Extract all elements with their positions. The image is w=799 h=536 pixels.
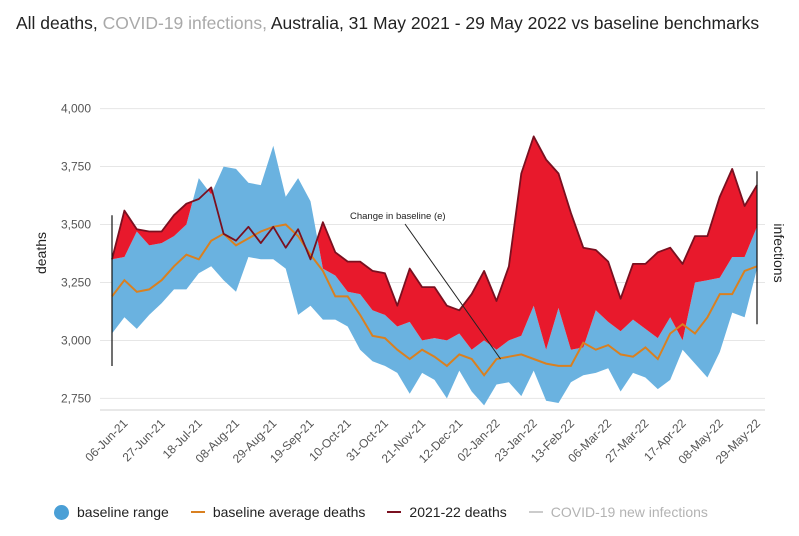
legend-label: COVID-19 new infections bbox=[550, 504, 708, 520]
excess-deaths-area bbox=[112, 201, 193, 260]
y-tick-label: 2,750 bbox=[61, 391, 91, 405]
annotation-label: Change in baseline (e) bbox=[350, 211, 446, 222]
legend-label: baseline average deaths bbox=[212, 504, 366, 520]
y-tick-label: 3,500 bbox=[61, 218, 91, 232]
y-tick-label: 3,250 bbox=[61, 275, 91, 289]
baseline-average-swatch bbox=[190, 511, 205, 513]
excess-deaths-area bbox=[317, 136, 757, 350]
infections-swatch bbox=[528, 511, 543, 513]
legend-label: baseline range bbox=[77, 504, 169, 520]
baseline-average-line bbox=[111, 223, 758, 377]
legend-item-covid-infections[interactable]: COVID-19 new infections bbox=[528, 504, 708, 520]
title-part-infections: COVID-19 infections, bbox=[102, 13, 271, 33]
series-lines bbox=[111, 135, 758, 377]
y-tick-label: 3,750 bbox=[61, 160, 91, 174]
y-axis-title: deaths bbox=[33, 232, 49, 274]
y-tick-label: 4,000 bbox=[61, 102, 91, 116]
legend-item-baseline-range[interactable]: baseline range bbox=[54, 504, 169, 520]
y2-axis-title: infections bbox=[771, 223, 787, 282]
deaths-2021-22-line bbox=[111, 135, 758, 312]
baseline-range-swatch bbox=[54, 504, 69, 520]
y-axis: 2,750 3,000 3,250 3,500 3,750 4,000 bbox=[61, 102, 91, 406]
legend-item-baseline-average[interactable]: baseline average deaths bbox=[190, 504, 366, 520]
x-axis: 06-Jun-2127-Jun-2118-Jul-2108-Aug-2129-A… bbox=[82, 416, 763, 467]
legend-label: 2021-22 deaths bbox=[409, 504, 507, 520]
title-part-rest: Australia, 31 May 2021 - 29 May 2022 vs … bbox=[270, 13, 760, 33]
annotation-leader-line bbox=[404, 223, 501, 360]
legend: baseline range baseline average deaths 2… bbox=[54, 504, 708, 520]
legend-item-2021-22-deaths[interactable]: 2021-22 deaths bbox=[387, 504, 507, 520]
deaths-line-swatch bbox=[387, 511, 402, 513]
baseline-range-band bbox=[112, 145, 757, 406]
y-tick-label: 3,000 bbox=[61, 333, 91, 347]
title-part-deaths: All deaths, bbox=[16, 13, 103, 33]
chart-svg: Change in baseline (e) 2,750 3,000 3,250 3,… bbox=[33, 102, 787, 467]
annotation-group: Change in baseline (e) bbox=[111, 171, 758, 366]
gridlines bbox=[100, 108, 765, 411]
chart-title: All deaths, COVID-19 infections, Austral… bbox=[16, 10, 786, 36]
baseline-range-area bbox=[112, 145, 757, 406]
